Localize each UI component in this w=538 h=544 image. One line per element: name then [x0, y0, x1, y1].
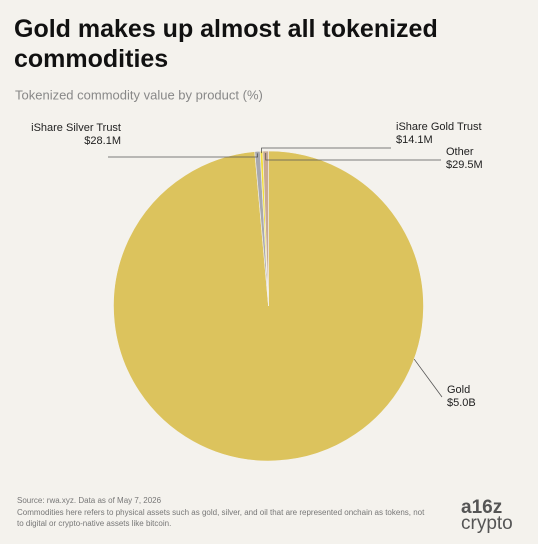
logo: a16z: [461, 497, 502, 518]
leader-line: [265, 153, 441, 161]
source: Source: rwa.xyz. Data as of May 7, 2026: [17, 496, 162, 505]
slice-value-label: $29.5M: [446, 159, 483, 171]
chart-subtitle: Tokenized commodity value by product (%): [15, 87, 263, 102]
logo: crypto: [461, 513, 513, 534]
title-box: Gold makes up almost all tokenized commo…: [14, 15, 438, 73]
slice-label: iShare Silver Trust: [31, 122, 121, 134]
slice-label: iShare Gold Trust: [396, 121, 482, 133]
note: Commodities here refers to physical asse…: [17, 508, 425, 528]
slice-label: Other: [446, 146, 474, 158]
slice-value-label: $14.1M: [396, 134, 433, 146]
leader-line: [413, 358, 443, 398]
slice-value-label: $28.1M: [84, 135, 121, 147]
note-box: Commodities here refers to physical asse…: [17, 508, 425, 528]
leader-line: [108, 153, 258, 158]
leader-line: [261, 147, 391, 154]
slice-label: Gold: [447, 384, 470, 396]
slice-value-label: $5.0B: [447, 397, 476, 409]
pie-slice: [262, 150, 269, 307]
chart-title: Gold makes up almost all tokenized commo…: [14, 15, 438, 73]
